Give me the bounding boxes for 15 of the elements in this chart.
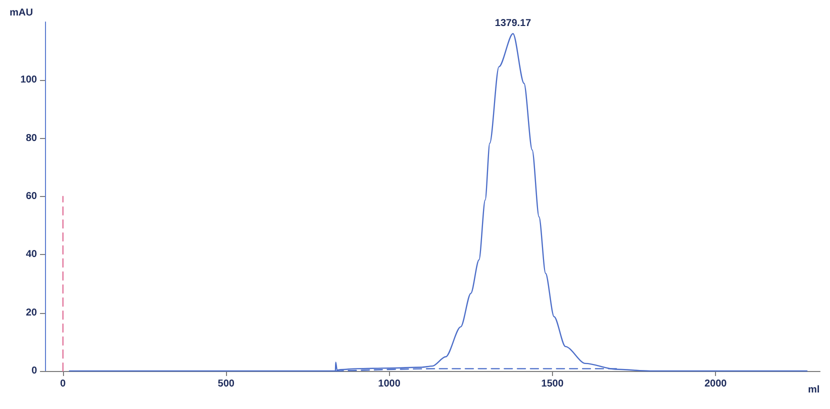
x-tick-label: 0 [60,378,66,390]
annotation: 1379.17 [494,18,532,30]
y-tick-label: 0 [31,366,38,376]
y-tick-label: 20 [26,307,38,318]
x-tick-label: 1500 [541,378,564,390]
y-axis-title: mAU [10,8,33,18]
x-tick-label: 500 [218,378,235,390]
x-tick-label: 1000 [378,378,401,390]
y-tick-label: 60 [26,191,38,202]
x-tick-label: 2000 [704,378,728,390]
y-tick-label: 40 [26,249,38,260]
line-series [68,33,808,372]
y-tick-label: 80 [26,132,38,144]
y-tick-label: 100 [20,74,38,86]
x-axis-title: ml [808,384,820,396]
